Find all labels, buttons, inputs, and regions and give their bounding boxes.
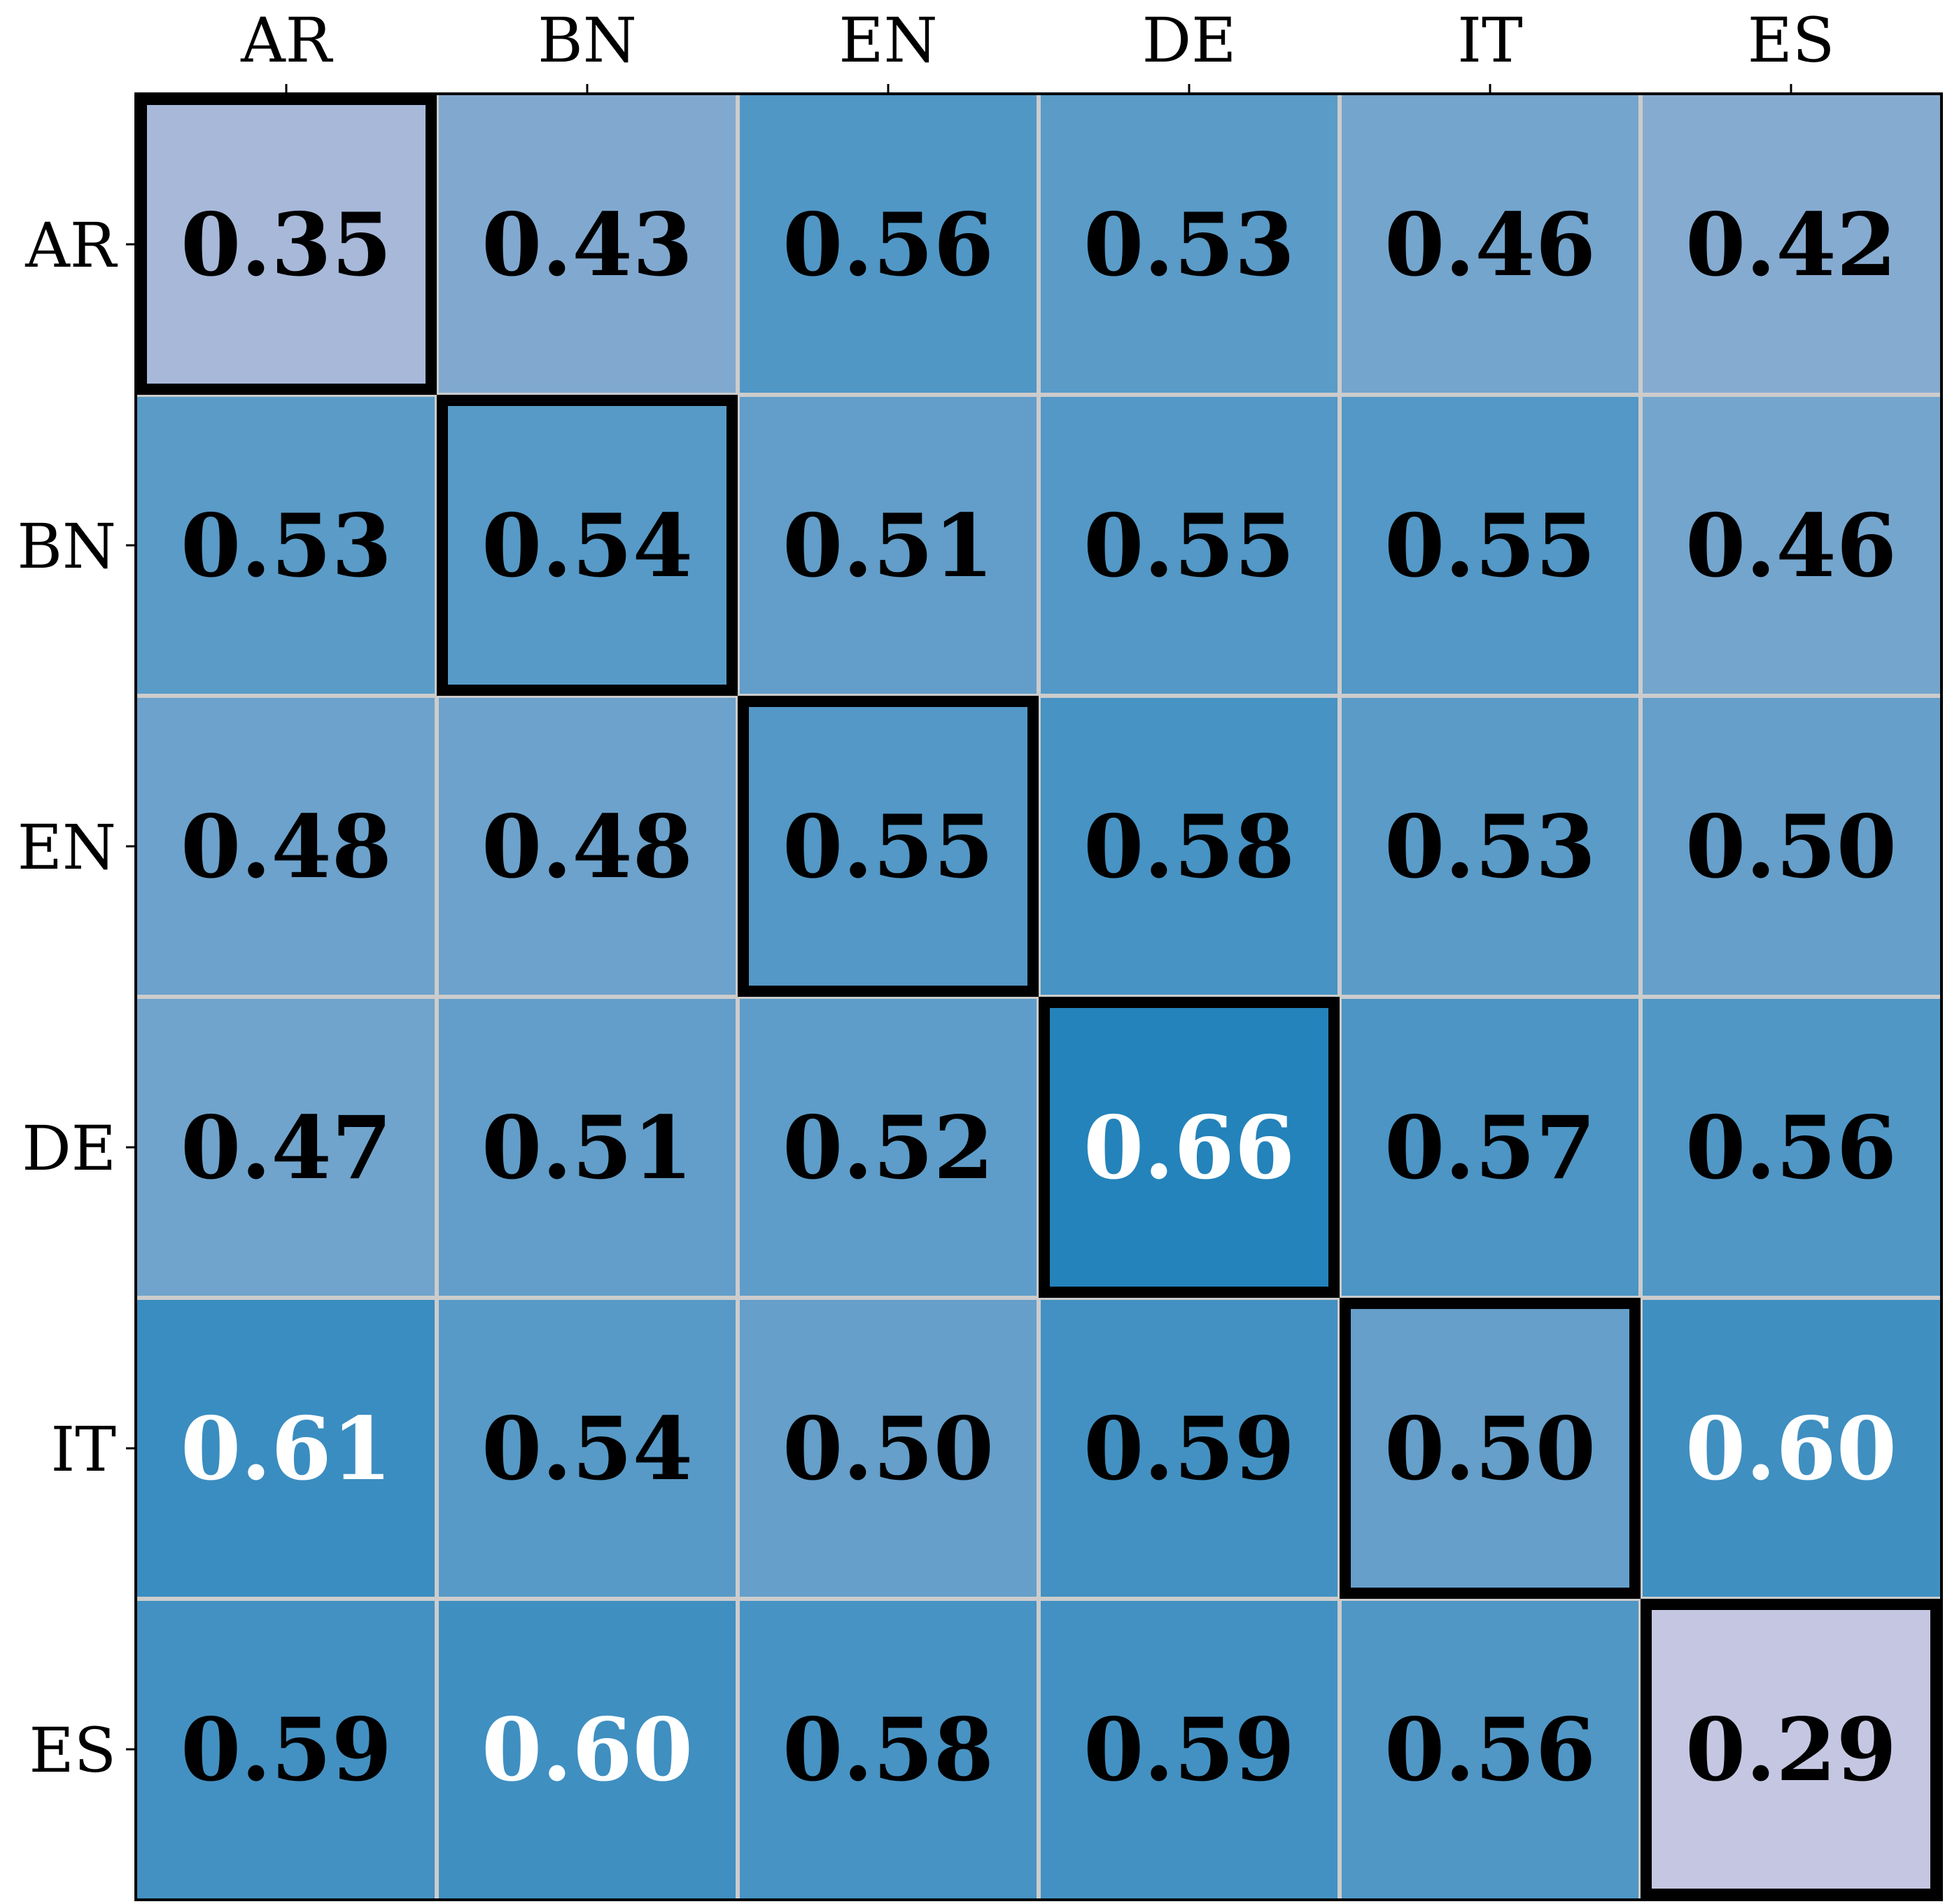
heatmap-cell bbox=[437, 1599, 738, 1900]
cell-value-label: 0.60 bbox=[482, 1700, 693, 1801]
heatmap-cell bbox=[1039, 395, 1340, 696]
heatmap-cell bbox=[1340, 696, 1641, 997]
cell-value-label: 0.47 bbox=[181, 1098, 392, 1199]
x-tick-label: IT bbox=[1457, 4, 1522, 76]
heatmap-cell bbox=[1340, 997, 1641, 1298]
cell-value-label: 0.48 bbox=[482, 797, 693, 898]
cell-value-label: 0.59 bbox=[181, 1700, 392, 1801]
cell-value-label: 0.54 bbox=[482, 496, 693, 597]
cell-value-label: 0.50 bbox=[1685, 797, 1897, 898]
heatmap-cell bbox=[437, 696, 738, 997]
cell-value-label: 0.53 bbox=[1384, 797, 1596, 898]
cell-value-label: 0.51 bbox=[482, 1098, 693, 1199]
y-tick-label: AR bbox=[24, 209, 118, 281]
cell-value-label: 0.56 bbox=[782, 195, 994, 296]
heatmap-cell bbox=[136, 395, 437, 696]
heatmap-cell bbox=[738, 395, 1039, 696]
heatmap-cell bbox=[437, 395, 738, 696]
heatmap-cell bbox=[1641, 696, 1942, 997]
heatmap-cell bbox=[1641, 395, 1942, 696]
diagonal-cell-highlight bbox=[136, 94, 437, 395]
cell-value-label: 0.55 bbox=[782, 797, 994, 898]
heatmap-cell bbox=[1641, 997, 1942, 1298]
heatmap-cell bbox=[738, 1599, 1039, 1900]
heatmap-cell bbox=[1039, 1599, 1340, 1900]
cell-value-label: 0.46 bbox=[1384, 195, 1596, 296]
heatmap-cell bbox=[136, 696, 437, 997]
heatmap-cell bbox=[1641, 94, 1942, 395]
cell-value-label: 0.50 bbox=[1384, 1399, 1596, 1500]
diagonal-highlights bbox=[136, 94, 1942, 1900]
cell-value-label: 0.57 bbox=[1384, 1098, 1596, 1199]
cell-value-label: 0.43 bbox=[482, 195, 693, 296]
cell-value-label: 0.35 bbox=[181, 195, 392, 296]
cell-value-label: 0.66 bbox=[1083, 1098, 1295, 1199]
y-axis-ticks: AR BN EN DE IT ES bbox=[17, 209, 136, 1786]
diagonal-cell-highlight bbox=[1641, 1599, 1942, 1900]
cell-value-label: 0.56 bbox=[1384, 1700, 1596, 1801]
y-tick-label: IT bbox=[51, 1413, 116, 1485]
plot-frame bbox=[134, 92, 1943, 1901]
x-tick-label: DE bbox=[1142, 4, 1237, 76]
cell-value-label: 0.58 bbox=[782, 1700, 994, 1801]
heatmap-cell bbox=[437, 997, 738, 1298]
heatmap-cell bbox=[1340, 1298, 1641, 1599]
cell-value-label: 0.54 bbox=[482, 1399, 693, 1500]
heatmap-cell bbox=[1641, 1599, 1942, 1900]
diagonal-cell-highlight bbox=[1039, 997, 1340, 1298]
x-tick-label: AR bbox=[240, 4, 334, 76]
heatmap-cell bbox=[437, 1298, 738, 1599]
heatmap-cell bbox=[1340, 94, 1641, 395]
diagonal-cell-highlight bbox=[437, 395, 738, 696]
y-tick-label: EN bbox=[17, 811, 116, 883]
y-tick-label: DE bbox=[22, 1112, 116, 1184]
cell-value-label: 0.59 bbox=[1083, 1399, 1295, 1500]
cell-value-label: 0.48 bbox=[181, 797, 392, 898]
cell-value-label: 0.60 bbox=[1685, 1399, 1897, 1500]
diagonal-cell-highlight bbox=[738, 696, 1039, 997]
heatmap-cell bbox=[738, 696, 1039, 997]
cell-value-labels: 0.35 0.43 0.56 0.53 0.46 0.42 0.53 0.54 0.51 0.55… bbox=[181, 195, 1897, 1801]
cell-value-label: 0.59 bbox=[1083, 1700, 1295, 1801]
heatmap-cell bbox=[136, 1599, 437, 1900]
heatmap-cell bbox=[1039, 1298, 1340, 1599]
cell-value-label: 0.51 bbox=[782, 496, 994, 597]
cell-value-label: 0.52 bbox=[782, 1098, 994, 1199]
cell-value-label: 0.29 bbox=[1685, 1700, 1897, 1801]
cell-value-label: 0.61 bbox=[181, 1399, 392, 1500]
y-tick-label: BN bbox=[17, 510, 116, 582]
heatmap-cell bbox=[1039, 696, 1340, 997]
x-tick-label: ES bbox=[1748, 4, 1835, 76]
heatmap-cell bbox=[1039, 997, 1340, 1298]
heatmap-cell bbox=[1039, 94, 1340, 395]
cell-value-label: 0.50 bbox=[782, 1399, 994, 1500]
x-axis-ticks: AR BN EN DE IT ES bbox=[240, 4, 1834, 94]
heatmap-cell bbox=[136, 1298, 437, 1599]
heatmap-cell bbox=[1340, 1599, 1641, 1900]
x-tick-label: BN bbox=[538, 4, 637, 76]
cell-value-label: 0.46 bbox=[1685, 496, 1897, 597]
cell-value-label: 0.55 bbox=[1083, 496, 1295, 597]
cell-value-label: 0.42 bbox=[1685, 195, 1897, 296]
heatmap-cell bbox=[136, 997, 437, 1298]
heatmap-cell bbox=[136, 94, 437, 395]
x-tick-label: EN bbox=[838, 4, 937, 76]
cell-value-label: 0.58 bbox=[1083, 797, 1295, 898]
cell-value-label: 0.53 bbox=[181, 496, 392, 597]
cell-value-label: 0.56 bbox=[1685, 1098, 1897, 1199]
y-tick-label: ES bbox=[29, 1714, 116, 1786]
heatmap-cells bbox=[136, 94, 1942, 1900]
heatmap-cell bbox=[738, 1298, 1039, 1599]
cell-value-label: 0.55 bbox=[1384, 496, 1596, 597]
heatmap-cell bbox=[738, 94, 1039, 395]
heatmap-cell bbox=[1340, 395, 1641, 696]
heatmap-cell bbox=[1641, 1298, 1942, 1599]
heatmap-cell bbox=[437, 94, 738, 395]
diagonal-cell-highlight bbox=[1340, 1298, 1641, 1599]
heatmap-cell bbox=[738, 997, 1039, 1298]
cell-value-label: 0.53 bbox=[1083, 195, 1295, 296]
